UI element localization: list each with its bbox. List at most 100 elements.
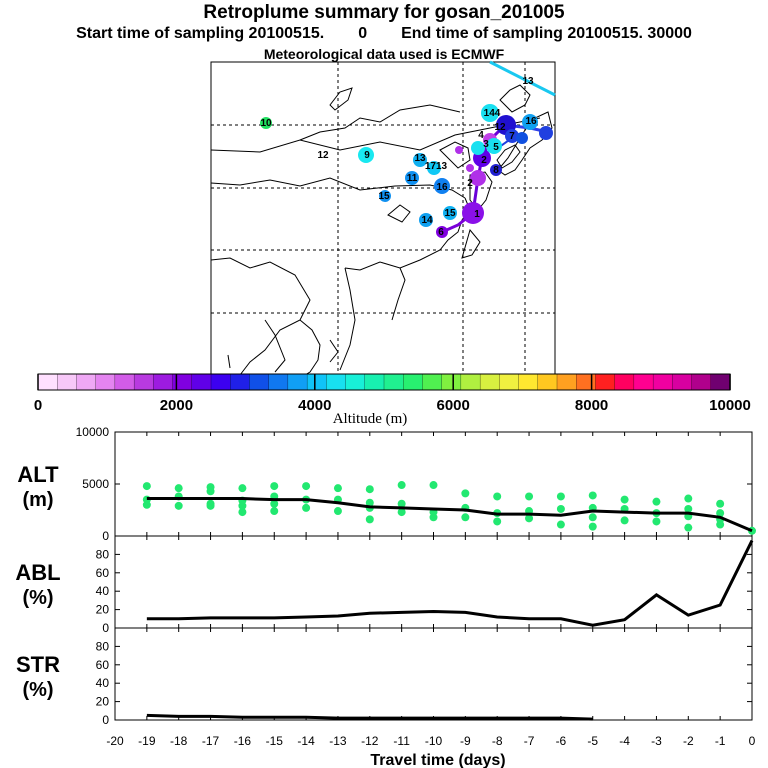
colorbar-cell bbox=[95, 373, 116, 391]
y-tick-label: 0 bbox=[102, 529, 109, 543]
plume-label: 8 bbox=[493, 165, 499, 176]
x-tick-label: -19 bbox=[138, 734, 156, 748]
colorbar-cell bbox=[191, 373, 212, 391]
scatter-point bbox=[206, 501, 215, 510]
plume-dots bbox=[260, 104, 553, 238]
x-tick-label: -11 bbox=[393, 734, 410, 748]
colorbar-tick-label: 4000 bbox=[298, 397, 331, 414]
scatter-point bbox=[429, 513, 438, 522]
colorbar-cell bbox=[595, 373, 616, 391]
x-tick-label: -5 bbox=[587, 734, 598, 748]
scatter-point bbox=[652, 497, 661, 506]
plume-label: 13 bbox=[414, 153, 426, 164]
x-tick-label: -13 bbox=[329, 734, 347, 748]
colorbar-cell bbox=[479, 373, 500, 391]
scatter-point bbox=[652, 517, 661, 526]
x-tick-label: -4 bbox=[619, 734, 630, 748]
panel-frame bbox=[114, 627, 753, 721]
scatter-point bbox=[174, 501, 183, 510]
colorbar-tick-label: 2000 bbox=[160, 397, 193, 414]
scatter-point bbox=[684, 523, 693, 532]
y-tick-label: 0 bbox=[102, 713, 109, 727]
plume-label: 1713 bbox=[425, 161, 448, 172]
scatter-point bbox=[142, 500, 151, 509]
series-line bbox=[146, 539, 754, 627]
scatter-point bbox=[588, 513, 597, 522]
x-axis-label: Travel time (days) bbox=[370, 752, 505, 768]
x-tick-label: -3 bbox=[651, 734, 662, 748]
colorbar-cell bbox=[691, 373, 712, 391]
scatter-point bbox=[238, 501, 247, 510]
plume-label: 7 bbox=[509, 131, 515, 142]
colorbar-cell bbox=[114, 373, 135, 391]
scatter-point bbox=[493, 517, 502, 526]
scatter-point bbox=[684, 504, 693, 513]
sampling-time-line: Start time of sampling 20100515. 0 End tim… bbox=[0, 25, 768, 43]
plume-label: 4 bbox=[478, 130, 484, 141]
scatter-point bbox=[461, 489, 470, 498]
plume-label: 10 bbox=[260, 118, 272, 129]
colorbar-cell bbox=[306, 373, 327, 391]
colorbar-axis-label: Altitude (m) bbox=[333, 411, 408, 427]
y-tick-label: 60 bbox=[96, 658, 110, 672]
colorbar-cell bbox=[383, 373, 404, 391]
time-series-panels: 1000050000ALT(m)806040200ABL(%)806040200… bbox=[15, 425, 756, 768]
y-tick-label: 40 bbox=[96, 676, 110, 690]
colorbar-cell bbox=[287, 373, 308, 391]
scatter-point bbox=[238, 484, 247, 493]
plume-label: 1 bbox=[474, 209, 480, 220]
scatter-point bbox=[206, 487, 215, 496]
plume-label: 6 bbox=[438, 227, 444, 238]
plume-track-far bbox=[489, 60, 556, 97]
plume-label: 11 bbox=[407, 173, 418, 184]
scatter-point bbox=[525, 514, 534, 523]
scatter-point bbox=[716, 509, 725, 518]
colorbar-cell bbox=[76, 373, 97, 391]
plume-label: 13 bbox=[522, 76, 534, 87]
colorbar-cell bbox=[37, 373, 58, 391]
panel-frame bbox=[114, 535, 753, 629]
colorbar-cell bbox=[710, 373, 731, 391]
plume-label: 2 bbox=[481, 155, 487, 166]
x-tick-label: -15 bbox=[266, 734, 284, 748]
scatter-point bbox=[684, 494, 693, 503]
colorbar-cell bbox=[57, 373, 78, 391]
scatter-point bbox=[461, 513, 470, 522]
scatter-point bbox=[365, 485, 374, 494]
scatter-point bbox=[270, 482, 279, 491]
colorbar-tick-label: 0 bbox=[34, 397, 42, 414]
plume-label: 5 bbox=[493, 142, 499, 153]
x-tick-label: -7 bbox=[524, 734, 535, 748]
plume-label: 15 bbox=[378, 191, 390, 202]
colorbar-cell bbox=[422, 373, 443, 391]
panel-alt: 10000 5000 0 ALT(m) bbox=[17, 425, 756, 543]
colorbar-cell bbox=[345, 373, 366, 391]
x-tick-label: -2 bbox=[683, 734, 694, 748]
scatter-point bbox=[238, 508, 247, 517]
start-label: Start time of sampling bbox=[76, 25, 245, 42]
plume-label: 16 bbox=[436, 182, 448, 193]
colorbar-cell bbox=[614, 373, 635, 391]
colorbar-cell bbox=[326, 373, 347, 391]
x-tick-label: -1 bbox=[715, 734, 726, 748]
colorbar-cell bbox=[153, 373, 174, 391]
median-line bbox=[146, 497, 753, 533]
start-value: 20100515. bbox=[248, 25, 325, 42]
page-title: Retroplume summary for gosan_201005 bbox=[203, 2, 565, 23]
x-tick-label: -12 bbox=[361, 734, 379, 748]
y-tick-label: 0 bbox=[102, 621, 109, 635]
scatter-point bbox=[270, 507, 279, 516]
colorbar-cell bbox=[460, 373, 481, 391]
x-tick-label: -16 bbox=[234, 734, 252, 748]
x-tick-label: -18 bbox=[170, 734, 188, 748]
scatter-point bbox=[365, 515, 374, 524]
scatter-point bbox=[588, 491, 597, 500]
scatter-point bbox=[142, 482, 151, 491]
y-tick-label: 80 bbox=[96, 639, 110, 653]
scatter-point bbox=[588, 522, 597, 531]
panel-abl: 80 60 40 20 0 ABL(%) bbox=[15, 535, 754, 635]
end-value: 20100515. 30000 bbox=[567, 25, 692, 42]
colorbar-cell bbox=[441, 373, 462, 391]
plume-label: 12 bbox=[494, 122, 506, 133]
altitude-colorbar: 0 2000 4000 6000 8000 10000 Altitude (m) bbox=[34, 373, 751, 427]
